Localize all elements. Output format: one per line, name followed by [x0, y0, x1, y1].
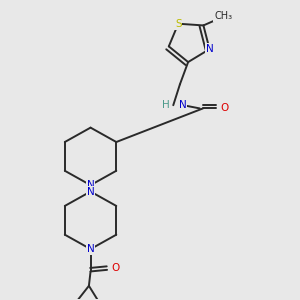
- Text: N: N: [87, 187, 94, 196]
- Text: N: N: [87, 244, 94, 254]
- Text: N: N: [206, 44, 213, 54]
- Text: N: N: [178, 100, 186, 110]
- Text: H: H: [162, 100, 170, 110]
- Text: CH₃: CH₃: [214, 11, 232, 21]
- Text: S: S: [175, 19, 181, 29]
- Text: O: O: [220, 103, 229, 113]
- Text: N: N: [87, 180, 94, 190]
- Text: O: O: [111, 263, 119, 273]
